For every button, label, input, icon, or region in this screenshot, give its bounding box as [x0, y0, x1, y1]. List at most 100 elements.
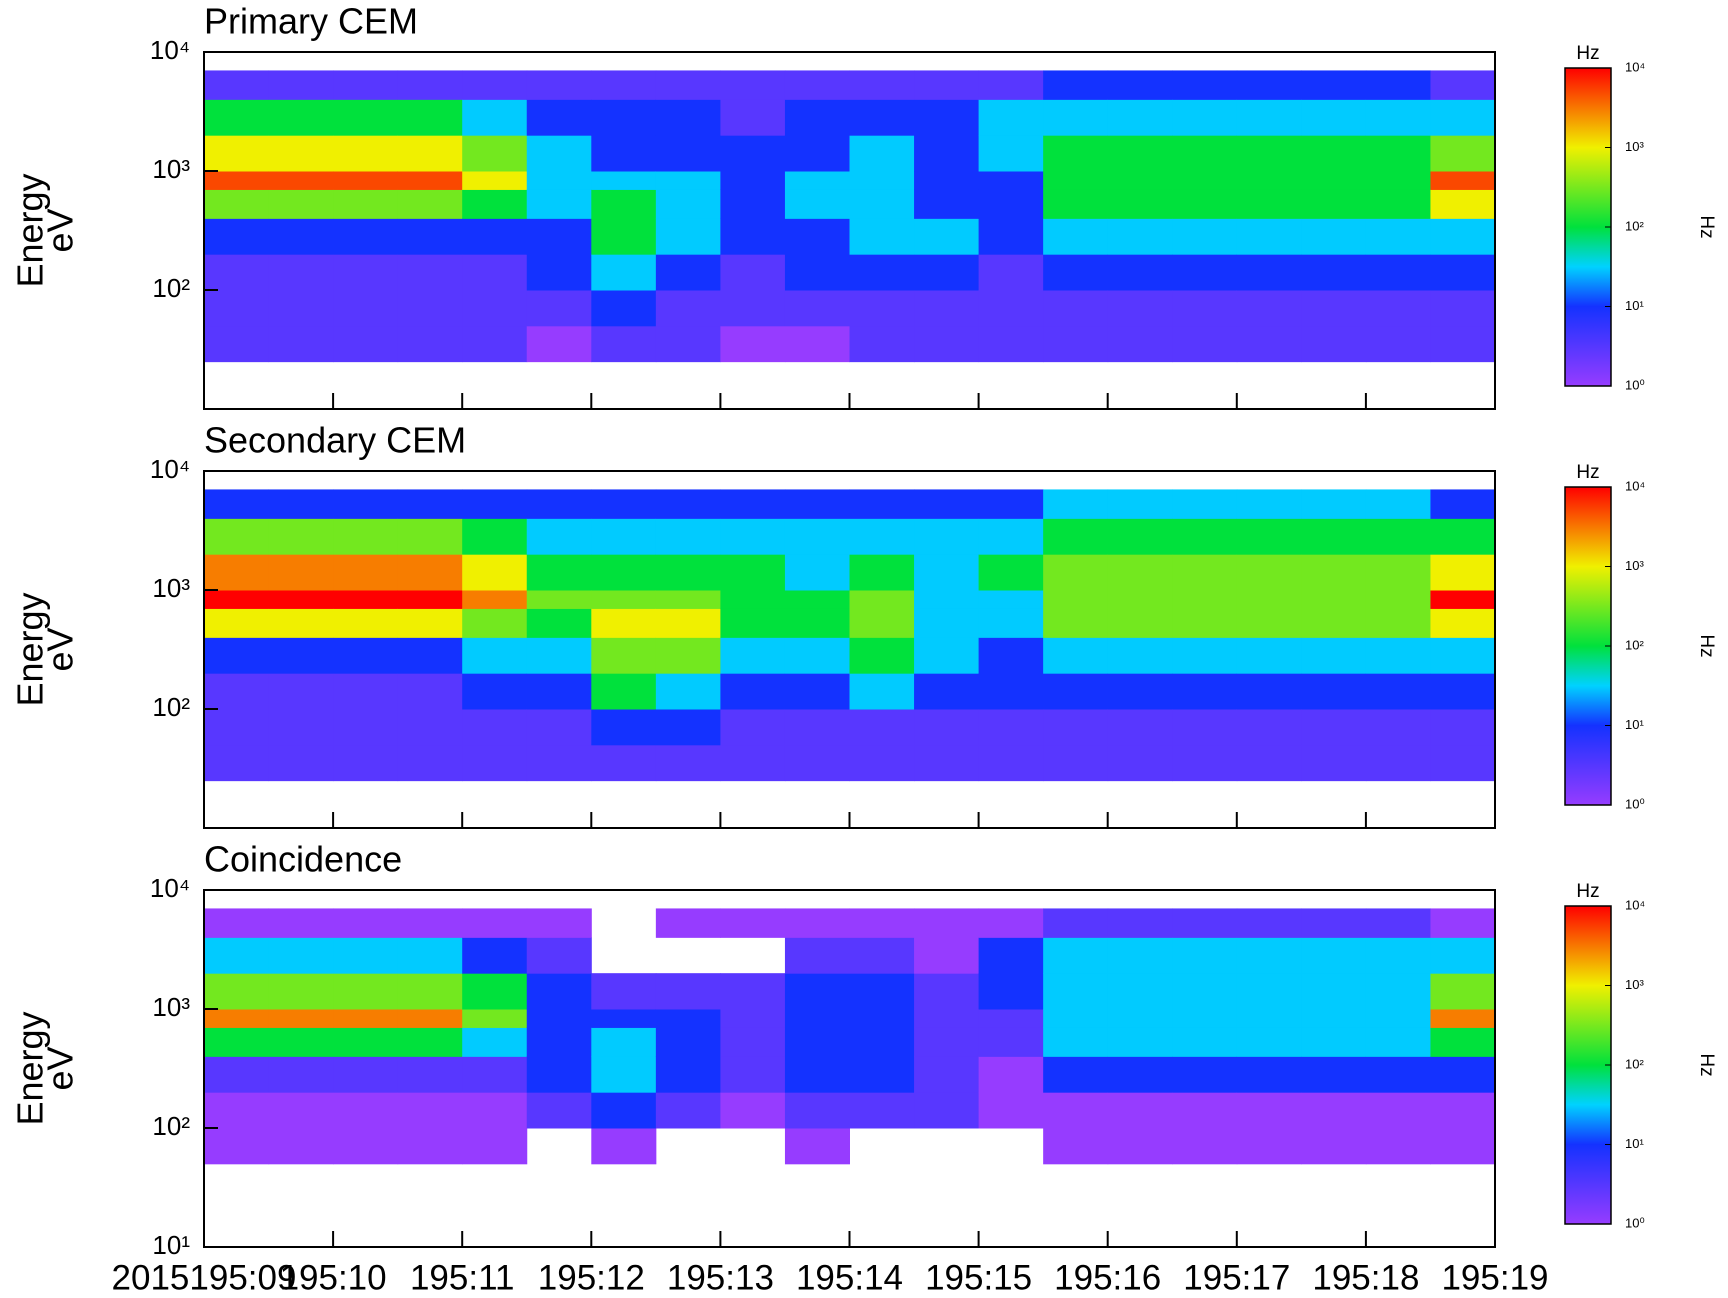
heatmap-cell	[849, 709, 915, 746]
heatmap-cell	[1107, 1056, 1173, 1093]
heatmap-cell	[1236, 218, 1302, 255]
heatmap-cell	[1107, 1092, 1173, 1129]
heatmap-cell	[914, 608, 980, 638]
colorbar-tick-label: 10⁰	[1625, 796, 1645, 811]
heatmap-cell	[1172, 135, 1238, 172]
heatmap-cell	[978, 744, 1044, 782]
heatmap-cell	[1430, 1056, 1496, 1093]
heatmap-cell	[1430, 489, 1496, 519]
heatmap-cell	[720, 1027, 786, 1057]
heatmap-cell	[1365, 518, 1431, 555]
heatmap-cell	[591, 608, 657, 638]
heatmap-cell	[655, 518, 721, 555]
heatmap-cell	[204, 1027, 270, 1057]
heatmap-cell	[1172, 489, 1238, 519]
heatmap-cell	[849, 908, 915, 938]
heatmap-cell	[914, 70, 980, 100]
heatmap-cell	[268, 637, 334, 674]
heatmap-cell	[204, 325, 270, 363]
heatmap-cell	[720, 554, 786, 591]
heatmap-cell	[591, 218, 657, 255]
heatmap-cell	[526, 70, 592, 100]
heatmap-cell	[784, 99, 850, 136]
heatmap-cell	[333, 554, 399, 591]
heatmap-cell	[1107, 590, 1173, 609]
heatmap-cell	[526, 973, 592, 1010]
panel-title: Primary CEM	[204, 1, 418, 42]
heatmap-cell	[1043, 99, 1109, 136]
heatmap-cell	[462, 135, 528, 172]
heatmap-cell	[1107, 171, 1173, 190]
heatmap-cell	[1301, 937, 1367, 974]
heatmap-cell	[1365, 189, 1431, 219]
heatmap-cell	[784, 608, 850, 638]
heatmap-cell	[784, 1056, 850, 1093]
heatmap-cell	[268, 744, 334, 782]
heatmap-cell	[1301, 554, 1367, 591]
x-tick-label: 195:11	[410, 1258, 514, 1297]
heatmap-cell	[978, 518, 1044, 555]
heatmap-cell	[462, 325, 528, 363]
heatmap-cell	[784, 1092, 850, 1129]
heatmap-cell	[914, 518, 980, 555]
heatmap-cell	[1107, 489, 1173, 519]
heatmap-cell	[1365, 1128, 1431, 1165]
heatmap-cell	[978, 937, 1044, 974]
heatmap-cell	[1043, 171, 1109, 190]
heatmap-cell	[978, 99, 1044, 136]
y-axis-label: Energy	[10, 592, 51, 706]
heatmap-cell	[526, 673, 592, 710]
colorbar-tick-label: 10²	[1625, 637, 1644, 652]
heatmap-cell	[914, 171, 980, 190]
heatmap-cell	[333, 1056, 399, 1093]
heatmap-cell	[268, 290, 334, 327]
heatmap-cell	[1172, 290, 1238, 327]
heatmap-cell	[591, 518, 657, 555]
heatmap-cell	[1236, 70, 1302, 100]
heatmap-cell	[849, 1056, 915, 1093]
heatmap-cell	[1043, 1027, 1109, 1057]
heatmap-cell	[591, 1128, 657, 1165]
heatmap-cell	[1301, 1128, 1367, 1165]
y-tick-label: 10⁴	[150, 873, 190, 903]
heatmap-cell	[591, 70, 657, 100]
heatmap-cell	[397, 637, 463, 674]
heatmap-cell	[204, 489, 270, 519]
colorbar	[1564, 67, 1612, 387]
heatmap-cell	[720, 135, 786, 172]
heatmap-cell	[333, 489, 399, 519]
heatmap-cell	[591, 489, 657, 519]
heatmap-cell	[1301, 70, 1367, 100]
heatmap-cell	[1430, 1128, 1496, 1165]
heatmap-cell	[268, 70, 334, 100]
heatmap-cell	[1107, 608, 1173, 638]
heatmap-cell	[849, 608, 915, 638]
heatmap-cell	[268, 135, 334, 172]
heatmap-cell	[526, 1092, 592, 1129]
heatmap-cell	[204, 709, 270, 746]
heatmap-cell	[397, 135, 463, 172]
heatmap-cell	[462, 590, 528, 609]
heatmap-cell	[333, 637, 399, 674]
heatmap-cell	[655, 908, 721, 938]
heatmap-cell	[1172, 937, 1238, 974]
colorbar-label: Hz	[1696, 1053, 1717, 1076]
heatmap-cell	[655, 218, 721, 255]
heatmap-cell	[1236, 744, 1302, 782]
heatmap-cell	[978, 254, 1044, 291]
heatmap-cell	[333, 1009, 399, 1028]
x-tick-label: 195:17	[1183, 1258, 1290, 1297]
heatmap-cell	[526, 744, 592, 782]
heatmap-cell	[978, 1092, 1044, 1129]
heatmap-cell	[591, 189, 657, 219]
x-tick-label: 195:12	[538, 1258, 645, 1297]
heatmap-cell	[1430, 135, 1496, 172]
heatmap-cell	[1043, 1009, 1109, 1028]
heatmap-cell	[914, 254, 980, 291]
heatmap-cell	[526, 637, 592, 674]
y-axis-label: Energy	[10, 173, 51, 287]
heatmap-cell	[655, 254, 721, 291]
heatmap-cell	[462, 554, 528, 591]
heatmap-cell	[914, 937, 980, 974]
heatmap-cell	[268, 554, 334, 591]
